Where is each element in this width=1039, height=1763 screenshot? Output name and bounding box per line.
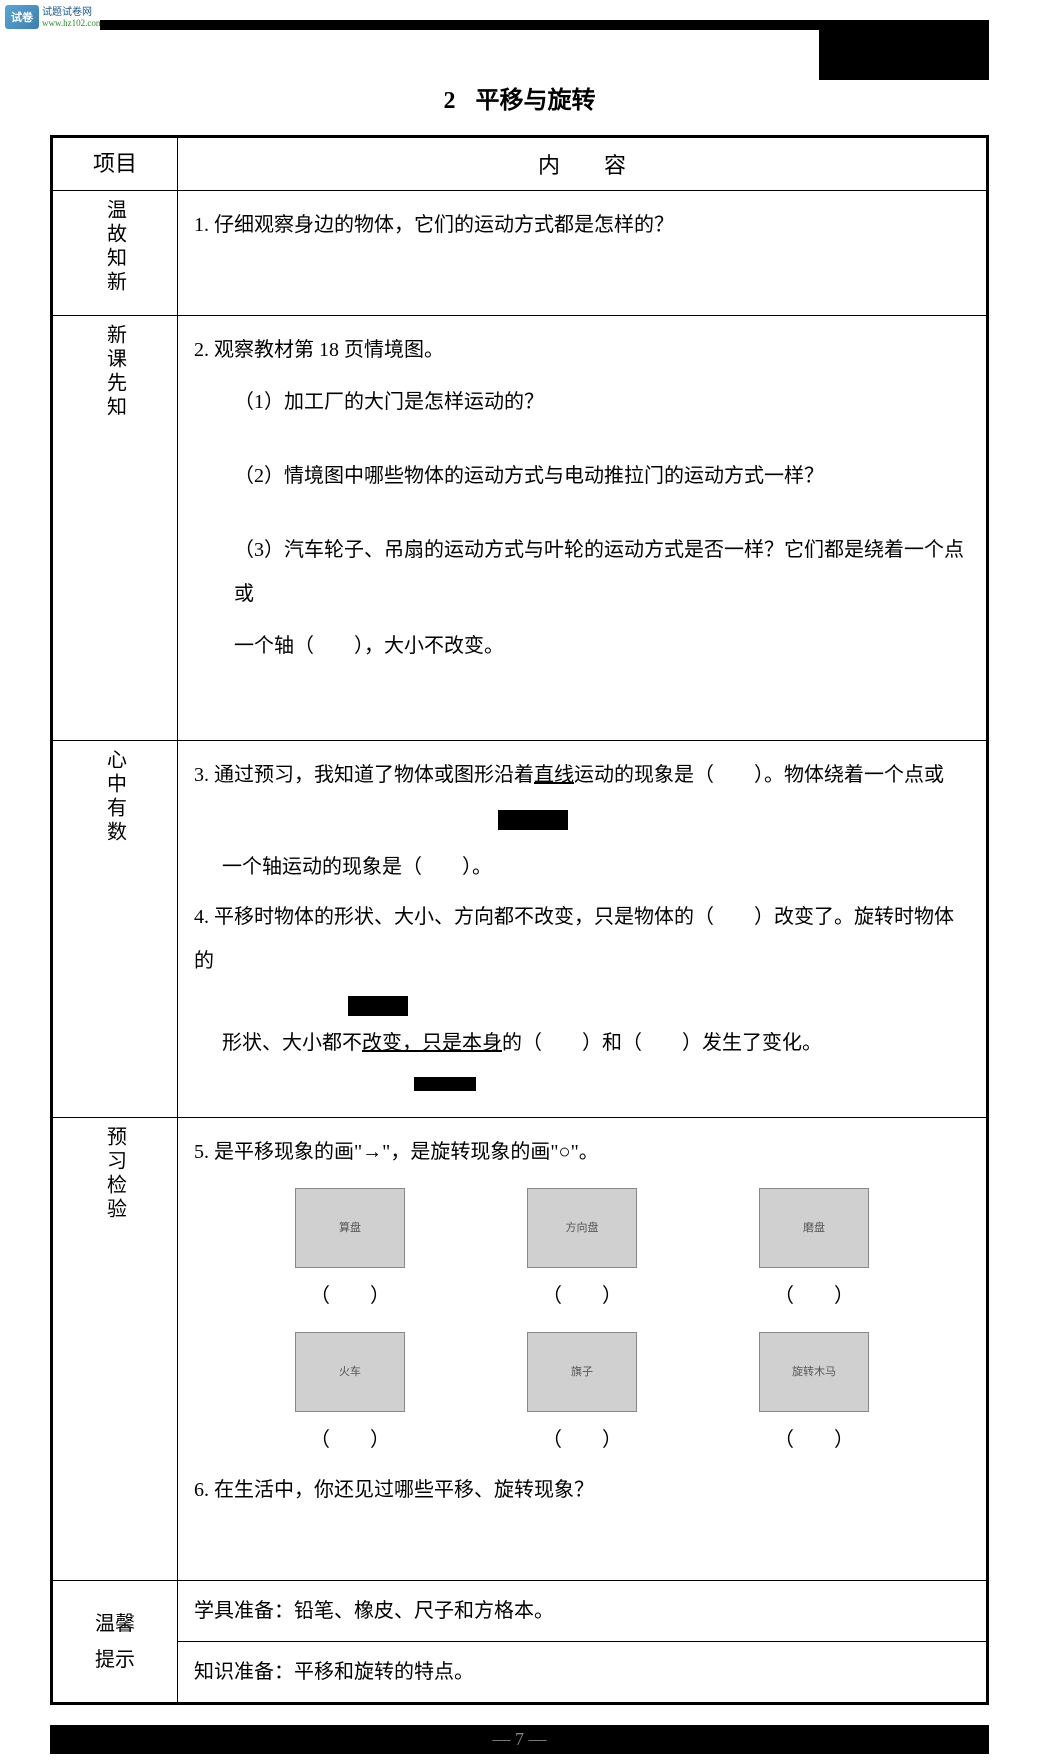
- header-col-project: 项目: [52, 137, 178, 191]
- q4-underline: 改变，只是本身: [362, 1032, 502, 1054]
- img-flag: 旗子: [527, 1332, 637, 1412]
- page-container: 试卷 试题试卷网 www.hz102.com 2 平移与旋转 项目 内 容 温故…: [0, 0, 1039, 1763]
- section-2-label-text: 新课先知: [101, 324, 130, 420]
- img-6-paren: （ ）: [774, 1418, 854, 1462]
- images-row-1: 算盘 （ ） 方向盘 （ ） 磨盘 （ ）: [194, 1188, 970, 1318]
- section-5-label-2: 提示: [57, 1642, 173, 1678]
- img-4-paren: （ ）: [310, 1418, 390, 1462]
- img-2-paren: （ ）: [542, 1274, 622, 1318]
- section-1-row: 温故知新 1. 仔细观察身边的物体，它们的运动方式都是怎样的？: [52, 191, 988, 316]
- question-2-2: （2）情境图中哪些物体的运动方式与电动推拉门的运动方式一样？: [194, 454, 970, 498]
- q3-underline: 直线: [534, 764, 574, 786]
- question-2-3b: 一个轴（ ），大小不改变。: [194, 624, 970, 668]
- top-black-bar: [100, 20, 989, 30]
- logo-badge: 试卷: [5, 5, 39, 29]
- q4-part-d: 的（ ）和（ ）发生了变化。: [502, 1032, 822, 1054]
- img-5-paren: （ ）: [542, 1418, 622, 1462]
- section-5-row-1: 温馨 提示 学具准备：铅笔、橡皮、尺子和方格本。: [52, 1581, 988, 1642]
- section-1-label: 温故知新: [52, 191, 178, 316]
- logo-text-block: 试题试卷网 www.hz102.com: [42, 7, 103, 28]
- img-item-6: 旋转木马 （ ）: [759, 1332, 869, 1462]
- section-1-content: 1. 仔细观察身边的物体，它们的运动方式都是怎样的？: [178, 191, 988, 316]
- question-4-line2: 形状、大小都不改变，只是本身的（ ）和（ ）发生了变化。: [194, 1021, 970, 1065]
- section-4-label: 预习检验: [52, 1118, 178, 1581]
- q3-part-a: 3. 通过预习，我知道了物体或图形沿着: [194, 764, 534, 786]
- img-grinder: 磨盘: [759, 1188, 869, 1268]
- section-2-row: 新课先知 2. 观察教材第 18 页情境图。 （1）加工厂的大门是怎样运动的？ …: [52, 316, 988, 741]
- section-3-content: 3. 通过预习，我知道了物体或图形沿着直线运动的现象是（ ）。物体绕着一个点或 …: [178, 741, 988, 1118]
- section-2-content: 2. 观察教材第 18 页情境图。 （1）加工厂的大门是怎样运动的？ （2）情境…: [178, 316, 988, 741]
- logo-area: 试卷 试题试卷网 www.hz102.com: [5, 5, 103, 29]
- question-3-line2: 一个轴运动的现象是（ ）。: [194, 845, 970, 889]
- title-text: 平移与旋转: [476, 88, 596, 114]
- question-2-3a: （3）汽车轮子、吊扇的运动方式与叶轮的运动方式是否一样？它们都是绕着一个点或: [194, 528, 970, 616]
- img-item-4: 火车 （ ）: [295, 1332, 405, 1462]
- section-2-label: 新课先知: [52, 316, 178, 741]
- title-number: 2: [444, 88, 456, 114]
- q4-part-b: 形状、大小都不: [222, 1032, 362, 1054]
- page-title: 2 平移与旋转: [50, 80, 989, 115]
- img-item-5: 旗子 （ ）: [527, 1332, 637, 1462]
- tips-line-2: 知识准备：平移和旋转的特点。: [178, 1642, 988, 1704]
- page-number: — 7 —: [50, 1725, 989, 1754]
- tips-line-1: 学具准备：铅笔、橡皮、尺子和方格本。: [178, 1581, 988, 1642]
- table-header-row: 项目 内 容: [52, 137, 988, 191]
- q3-part-c: 运动的现象是（ ）。物体绕着一个点或: [574, 764, 944, 786]
- section-4-row: 预习检验 5. 是平移现象的画"→"，是旋转现象的画"○"。 算盘 （ ） 方向…: [52, 1118, 988, 1581]
- question-2-1: （1）加工厂的大门是怎样运动的？: [194, 380, 970, 424]
- question-5: 5. 是平移现象的画"→"，是旋转现象的画"○"。: [194, 1130, 970, 1174]
- question-6: 6. 在生活中，你还见过哪些平移、旋转现象？: [194, 1468, 970, 1512]
- section-4-content: 5. 是平移现象的画"→"，是旋转现象的画"○"。 算盘 （ ） 方向盘 （ ）…: [178, 1118, 988, 1581]
- top-right-box: [819, 30, 989, 80]
- question-4-line1: 4. 平移时物体的形状、大小、方向都不改变，只是物体的（ ）改变了。旋转时物体的: [194, 895, 970, 983]
- question-3-line1: 3. 通过预习，我知道了物体或图形沿着直线运动的现象是（ ）。物体绕着一个点或: [194, 753, 970, 797]
- img-abacus: 算盘: [295, 1188, 405, 1268]
- section-5-label: 温馨 提示: [52, 1581, 178, 1704]
- header-col-content: 内 容: [178, 137, 988, 191]
- img-steering-wheel: 方向盘: [527, 1188, 637, 1268]
- logo-url: www.hz102.com: [42, 18, 103, 28]
- question-2: 2. 观察教材第 18 页情境图。: [194, 328, 970, 372]
- section-3-row: 心中有数 3. 通过预习，我知道了物体或图形沿着直线运动的现象是（ ）。物体绕着…: [52, 741, 988, 1118]
- black-mark-3: [414, 1077, 476, 1091]
- section-1-label-text: 温故知新: [101, 199, 130, 295]
- black-mark-1: [498, 810, 568, 830]
- main-table: 项目 内 容 温故知新 1. 仔细观察身边的物体，它们的运动方式都是怎样的？ 新…: [50, 135, 989, 1705]
- section-4-label-text: 预习检验: [101, 1126, 130, 1222]
- section-3-label: 心中有数: [52, 741, 178, 1118]
- img-item-3: 磨盘 （ ）: [759, 1188, 869, 1318]
- images-row-2: 火车 （ ） 旗子 （ ） 旋转木马 （ ）: [194, 1332, 970, 1462]
- section-5-row-2: 知识准备：平移和旋转的特点。: [52, 1642, 988, 1704]
- section-5-label-1: 温馨: [57, 1606, 173, 1642]
- section-3-label-text: 心中有数: [101, 749, 130, 845]
- img-carousel: 旋转木马: [759, 1332, 869, 1412]
- img-train: 火车: [295, 1332, 405, 1412]
- img-item-2: 方向盘 （ ）: [527, 1188, 637, 1318]
- question-1: 1. 仔细观察身边的物体，它们的运动方式都是怎样的？: [194, 203, 970, 247]
- img-item-1: 算盘 （ ）: [295, 1188, 405, 1318]
- black-mark-2: [348, 996, 408, 1016]
- img-3-paren: （ ）: [774, 1274, 854, 1318]
- logo-site-name: 试题试卷网: [42, 7, 103, 18]
- img-1-paren: （ ）: [310, 1274, 390, 1318]
